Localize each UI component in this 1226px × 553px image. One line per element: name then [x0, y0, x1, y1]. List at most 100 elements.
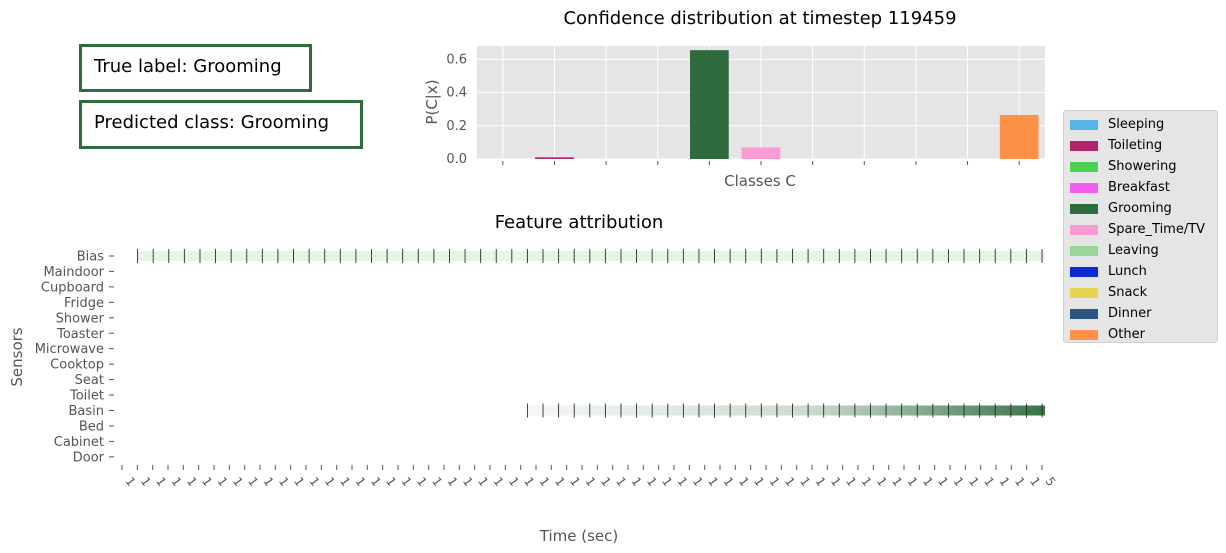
sensor-label-toaster: Toaster — [56, 327, 105, 342]
class-legend: Sleeping Toileting Showering Breakfast Groom… — [1063, 110, 1218, 343]
attribution-band-basin — [527, 405, 1045, 416]
legend-label: Showering — [1108, 159, 1177, 174]
legend-swatch — [1070, 119, 1098, 130]
time-xtick-label: 1 — [215, 475, 231, 489]
time-xtick-label: 1 — [199, 475, 215, 489]
confidence-bar-toileting — [535, 157, 574, 159]
legend-swatch — [1070, 224, 1098, 235]
time-xtick-label: 1 — [966, 475, 982, 489]
legend-label: Grooming — [1108, 201, 1172, 216]
legend-item: Sleeping — [1070, 114, 1217, 135]
time-xtick-label: 1 — [506, 475, 522, 489]
legend-item: Grooming — [1070, 198, 1217, 219]
time-xtick-label: 1 — [1027, 475, 1043, 489]
legend-item: Dinner — [1070, 303, 1217, 324]
legend-label: Snack — [1108, 285, 1148, 300]
legend-label: Other — [1108, 327, 1145, 342]
time-xtick-label: 1 — [552, 475, 568, 489]
sensor-label-maindoor: Maindoor — [43, 265, 104, 280]
legend-swatch — [1070, 308, 1098, 319]
legend-item: Spare_Time/TV — [1070, 219, 1217, 240]
legend-item: Toileting — [1070, 135, 1217, 156]
confidence-ytick-label: 0.6 — [446, 52, 467, 67]
legend-label: Breakfast — [1108, 180, 1170, 195]
time-xtick-label: 1 — [598, 475, 614, 489]
legend-label: Sleeping — [1108, 117, 1165, 132]
time-xtick-label: 1 — [782, 475, 798, 489]
time-xtick-label: 5 — [1043, 475, 1059, 489]
time-xtick-label: 1 — [460, 475, 476, 489]
sensor-label-cooktop: Cooktop — [50, 358, 104, 373]
sensor-label-cupboard: Cupboard — [41, 280, 104, 295]
confidence-bar-grooming — [690, 50, 729, 159]
attribution-rows — [137, 251, 1046, 416]
time-xtick-label: 1 — [843, 475, 859, 489]
legend-label: Toileting — [1108, 138, 1163, 153]
time-xtick-label: 1 — [644, 475, 660, 489]
attribution-title: Feature attribution — [495, 212, 664, 233]
sensor-label-seat: Seat — [75, 373, 104, 388]
legend-item: Leaving — [1070, 240, 1217, 261]
sensor-label-cabinet: Cabinet — [54, 435, 104, 450]
time-xtick-label: 1 — [736, 475, 752, 489]
attribution-band-bias — [137, 251, 1046, 261]
legend-label: Leaving — [1108, 243, 1159, 258]
time-xtick-label: 1 — [475, 475, 491, 489]
time-xtick-label: 1 — [537, 475, 553, 489]
time-xtick-label: 1 — [337, 475, 353, 489]
time-xtick-label: 1 — [123, 475, 139, 489]
attribution-ylabel: Sensors — [8, 327, 26, 386]
time-xtick-label: 1 — [920, 475, 936, 489]
confidence-grid — [477, 46, 1045, 160]
time-xtick-label: 1 — [629, 475, 645, 489]
time-xtick-label: 1 — [859, 475, 875, 489]
attribution-cells — [137, 249, 1043, 418]
time-xtick-label: 1 — [797, 475, 813, 489]
time-xtick-label: 1 — [230, 475, 246, 489]
time-xtick-label: 1 — [767, 475, 783, 489]
time-xtick-label: 1 — [583, 475, 599, 489]
time-xtick-label: 1 — [935, 475, 951, 489]
time-xtick-label: 1 — [153, 475, 169, 489]
legend-item: Showering — [1070, 156, 1217, 177]
time-xtick-label: 1 — [291, 475, 307, 489]
time-xtick-label: 1 — [383, 475, 399, 489]
legend-item: Breakfast — [1070, 177, 1217, 198]
time-xtick-label: 1 — [721, 475, 737, 489]
attribution-xlabel: Time (sec) — [539, 527, 618, 545]
time-xtick-label: 1 — [245, 475, 261, 489]
sensor-label-bed: Bed — [79, 419, 104, 434]
legend-swatch — [1070, 140, 1098, 151]
confidence-ylabel: P(C|x) — [423, 79, 441, 124]
time-xtick-label: 1 — [1012, 475, 1028, 489]
legend-swatch — [1070, 203, 1098, 214]
confidence-bars — [535, 50, 1039, 159]
sensor-label-toilet: Toilet — [69, 389, 104, 404]
sensor-label-bias: Bias — [77, 250, 104, 265]
legend-label: Spare_Time/TV — [1108, 222, 1206, 237]
confidence-chart-title: Confidence distribution at timestep 1194… — [563, 8, 956, 29]
legend-item: Lunch — [1070, 261, 1217, 282]
time-xtick-label: 1 — [322, 475, 338, 489]
predicted-class-text: Predicted class: Grooming — [94, 112, 330, 133]
time-xtick-label: 1 — [184, 475, 200, 489]
time-xtick-label: 1 — [414, 475, 430, 489]
time-xtick-label: 1 — [705, 475, 721, 489]
time-xtick-label: 1 — [828, 475, 844, 489]
time-xtick-label: 1 — [353, 475, 369, 489]
legend-item: Other — [1070, 324, 1217, 345]
time-xtick-label: 1 — [659, 475, 675, 489]
sensor-label-fridge: Fridge — [64, 296, 104, 311]
sensor-label-microwave: Microwave — [35, 342, 104, 357]
time-xtick-label: 1 — [307, 475, 323, 489]
time-xtick-label: 1 — [874, 475, 890, 489]
legend-swatch — [1070, 287, 1098, 298]
legend-swatch — [1070, 266, 1098, 277]
confidence-ytick-label: 0.4 — [446, 86, 467, 101]
time-xtick-label: 1 — [997, 475, 1013, 489]
time-xtick-label: 1 — [951, 475, 967, 489]
